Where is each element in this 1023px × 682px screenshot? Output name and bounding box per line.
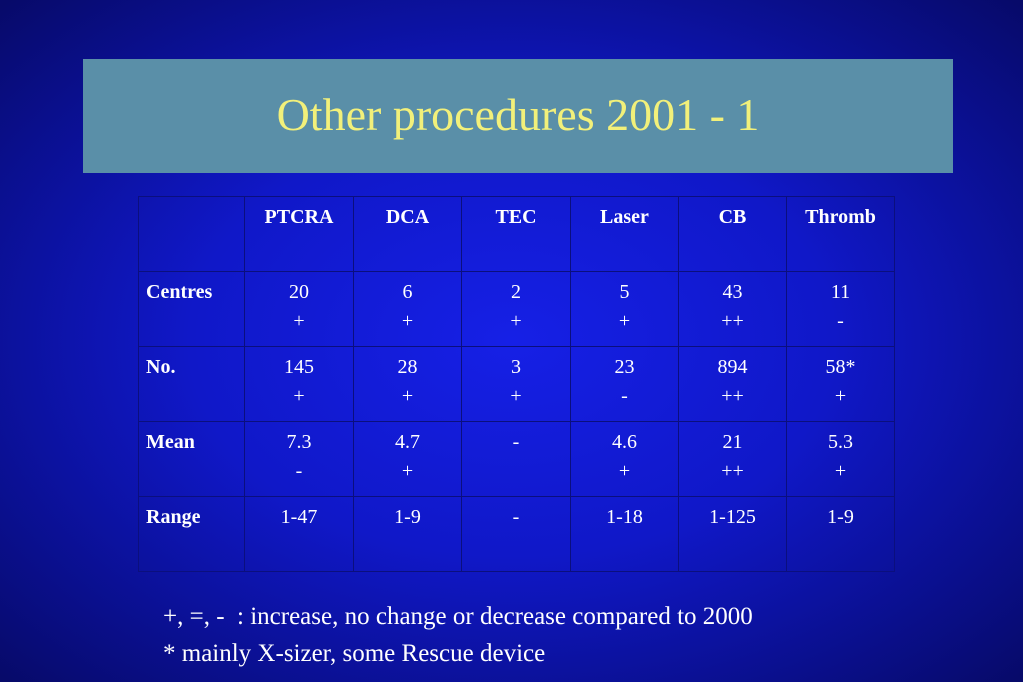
- table-cell: 28 +: [353, 346, 462, 422]
- cell-trend: -: [295, 460, 303, 482]
- row-header: No.: [138, 346, 245, 422]
- row-header: Centres: [138, 271, 245, 347]
- column-header: TEC: [461, 196, 571, 272]
- column-header: Thromb: [786, 196, 895, 272]
- cell-value: -: [512, 506, 520, 528]
- table-cell: 1-18: [570, 496, 679, 572]
- cell-value: 5: [619, 281, 630, 303]
- table-cell: 23 -: [570, 346, 679, 422]
- cell-value: 11: [830, 281, 851, 303]
- table-cell: 894 ++: [678, 346, 787, 422]
- cell-trend: ++: [721, 310, 744, 332]
- cell-trend: +: [618, 310, 631, 332]
- column-header: PTCRA: [244, 196, 354, 272]
- slide-title: Other procedures 2001 - 1: [276, 89, 760, 140]
- cell-value: 1-9: [827, 506, 854, 528]
- cell-trend: -: [621, 385, 628, 407]
- cell-trend: ++: [721, 460, 744, 482]
- table-row: Range 1-47 1-9 - 1-18 1-125 1-9: [138, 496, 895, 572]
- cell-trend: +: [618, 460, 631, 482]
- table-cell: 5 +: [570, 271, 679, 347]
- table-cell: 1-9: [786, 496, 895, 572]
- table-cell: 11 -: [786, 271, 895, 347]
- column-header: [138, 196, 245, 272]
- cell-trend: +: [510, 385, 522, 407]
- footnote-asterisk: * mainly X-sizer, some Rescue device: [163, 640, 546, 667]
- cell-value: 1-47: [280, 506, 318, 528]
- table-header-row: PTCRA DCA TEC Laser CB Thromb: [138, 196, 895, 272]
- cell-value: 3: [511, 356, 521, 378]
- cell-trend: +: [401, 385, 414, 407]
- cell-value: 1-125: [709, 506, 756, 528]
- cell-trend: +: [834, 385, 847, 407]
- cell-trend: -: [837, 310, 844, 332]
- table-cell: 1-47: [244, 496, 354, 572]
- column-header: CB: [678, 196, 787, 272]
- procedures-table: PTCRA DCA TEC Laser CB Thromb Centres 20…: [138, 196, 895, 572]
- cell-value: 20: [289, 281, 309, 303]
- cell-value: -: [512, 431, 520, 453]
- cell-value: 7.3: [286, 431, 312, 453]
- table-cell: 2 +: [461, 271, 571, 347]
- cell-trend: +: [293, 385, 305, 407]
- cell-trend: +: [401, 310, 414, 332]
- cell-trend: ++: [721, 385, 744, 407]
- table-cell: 4.7 +: [353, 421, 462, 497]
- table-cell: 58* +: [786, 346, 895, 422]
- row-header: Range: [138, 496, 245, 572]
- table-cell: -: [461, 421, 571, 497]
- cell-value: 894: [717, 356, 748, 378]
- cell-value: 4.7: [395, 431, 420, 453]
- cell-value: 58*: [825, 356, 856, 378]
- column-header: Laser: [570, 196, 679, 272]
- cell-value: 1-9: [394, 506, 421, 528]
- cell-value: 21: [722, 431, 743, 453]
- cell-trend: +: [401, 460, 414, 482]
- cell-value: 1-18: [606, 506, 643, 528]
- cell-trend: +: [834, 460, 847, 482]
- cell-value: 2: [511, 281, 521, 303]
- cell-value: 5.3: [828, 431, 853, 453]
- column-header: DCA: [353, 196, 462, 272]
- row-header: Mean: [138, 421, 245, 497]
- table-cell: 6 +: [353, 271, 462, 347]
- table-cell: 7.3 -: [244, 421, 354, 497]
- table-cell: 145 +: [244, 346, 354, 422]
- cell-trend: +: [293, 310, 305, 332]
- table-cell: 20 +: [244, 271, 354, 347]
- cell-value: 23: [614, 356, 635, 378]
- table-cell: 3 +: [461, 346, 571, 422]
- cell-value: 4.6: [612, 431, 637, 453]
- cell-value: 6: [402, 281, 413, 303]
- table-cell: 1-9: [353, 496, 462, 572]
- table-cell: -: [461, 496, 571, 572]
- table-row: Mean 7.3 - 4.7 + - 4.6 + 21 ++ 5.3 +: [138, 421, 895, 497]
- cell-trend: +: [510, 310, 522, 332]
- table-cell: 43 ++: [678, 271, 787, 347]
- table-cell: 1-125: [678, 496, 787, 572]
- table-cell: 21 ++: [678, 421, 787, 497]
- cell-value: 43: [722, 281, 743, 303]
- footnotes: +, =, - : increase, no change or decreas…: [163, 598, 753, 672]
- title-banner: Other procedures 2001 - 1: [83, 59, 953, 173]
- table-row: Centres 20 + 6 + 2 + 5 + 43 ++ 11-: [138, 271, 895, 347]
- cell-value: 28: [397, 356, 418, 378]
- table-cell: 5.3 +: [786, 421, 895, 497]
- footnote-legend: +, =, - : increase, no change or decreas…: [163, 603, 753, 630]
- table-row: No. 145 + 28 + 3 + 23- 894 ++ 58* +: [138, 346, 895, 422]
- table-cell: 4.6 +: [570, 421, 679, 497]
- cell-value: 145: [284, 356, 314, 378]
